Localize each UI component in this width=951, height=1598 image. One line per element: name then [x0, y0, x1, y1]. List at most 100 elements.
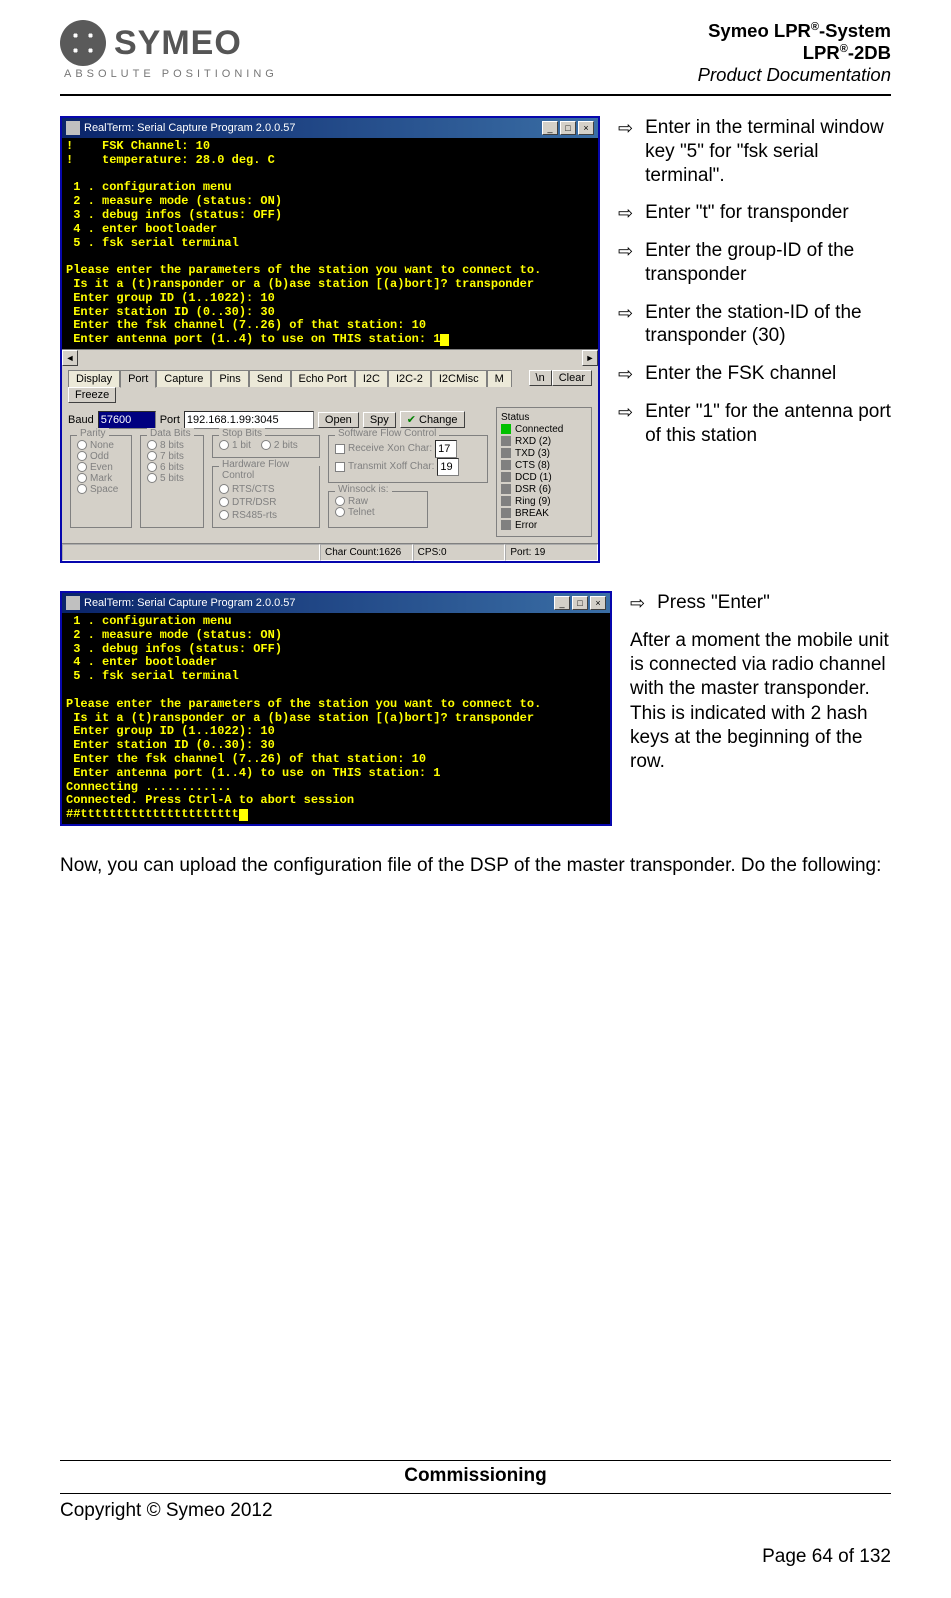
hwflow-option[interactable]: DTR/DSR [219, 497, 276, 508]
tab-echoport[interactable]: Echo Port [291, 370, 355, 387]
close-button[interactable]: × [578, 121, 594, 135]
step-text: Press "Enter" [657, 591, 891, 615]
port-input[interactable] [184, 411, 314, 429]
hdr-r2a: LPR [803, 42, 840, 63]
winsock-option[interactable]: Telnet [335, 507, 421, 518]
status-item: Ring (9) [501, 496, 587, 507]
open-button[interactable]: Open [318, 412, 359, 428]
logo-icon [60, 20, 106, 66]
databits-option[interactable]: 5 bits [147, 473, 197, 484]
stopbits-option[interactable]: 2 bits [261, 440, 298, 451]
sb-port: Port: 19 [505, 544, 598, 561]
step-text: Enter "t" for transponder [645, 201, 891, 225]
status-item: BREAK [501, 508, 587, 519]
instruction-step: ⇨Enter in the terminal window key "5" fo… [618, 116, 891, 187]
xon-input[interactable] [435, 440, 457, 458]
instructions-1: ⇨Enter in the terminal window key "5" fo… [618, 116, 891, 563]
body-paragraph: Now, you can upload the configuration fi… [60, 854, 891, 878]
terminal-output[interactable]: 1 . configuration menu 2 . measure mode … [62, 613, 610, 824]
parity-option[interactable]: Space [77, 484, 125, 495]
databits-option[interactable]: 8 bits [147, 440, 197, 451]
tab-i2cmisc[interactable]: I2CMisc [431, 370, 487, 387]
tab-i2c[interactable]: I2C [355, 370, 388, 387]
logo-text: SYMEO [114, 24, 242, 63]
maximize-button[interactable]: □ [572, 596, 588, 610]
arrow-icon: ⇨ [618, 363, 633, 386]
step-text: Enter in the terminal window key "5" for… [645, 116, 891, 187]
header-doc-title: Symeo LPR®-System LPR®-2DB Product Docum… [698, 20, 891, 86]
instruction-step: ⇨Enter "1" for the antenna port of this … [618, 400, 891, 448]
baud-select[interactable] [98, 411, 156, 429]
parity-option[interactable]: Mark [77, 473, 125, 484]
minimize-button[interactable]: _ [542, 121, 558, 135]
arrow-icon: ⇨ [618, 240, 633, 287]
parity-option[interactable]: None [77, 440, 125, 451]
receive-checkbox[interactable] [335, 444, 345, 454]
winsock-option[interactable]: Raw [335, 496, 421, 507]
parity-legend: Parity [77, 428, 109, 439]
terminal-output[interactable]: ! FSK Channel: 10 ! temperature: 28.0 de… [62, 138, 598, 349]
change-button[interactable]: ✔Change [400, 411, 465, 428]
instruction-step: ⇨ Press "Enter" [630, 591, 891, 615]
scroll-right-icon[interactable]: ► [582, 350, 598, 366]
xoff-input[interactable] [437, 458, 459, 476]
settings-panel: DisplayPortCapturePinsSendEcho PortI2CI2… [62, 365, 598, 543]
realterm-window-1: RealTerm: Serial Capture Program 2.0.0.5… [60, 116, 600, 563]
tab-pins[interactable]: Pins [211, 370, 248, 387]
status-item: TXD (3) [501, 448, 587, 459]
tab-send[interactable]: Send [249, 370, 291, 387]
step-text: Enter "1" for the antenna port of this s… [645, 400, 891, 448]
window-title: RealTerm: Serial Capture Program 2.0.0.5… [84, 122, 296, 134]
tab-m[interactable]: M [487, 370, 512, 387]
status-item: DSR (6) [501, 484, 587, 495]
arrow-icon: ⇨ [630, 592, 645, 615]
transmit-checkbox[interactable] [335, 462, 345, 472]
close-button[interactable]: × [590, 596, 606, 610]
maximize-button[interactable]: □ [560, 121, 576, 135]
sb-cps: CPS:0 [413, 544, 506, 561]
page-footer: Commissioning Copyright © Symeo 2012 Pag… [60, 1460, 891, 1568]
arrow-icon: ⇨ [618, 117, 633, 187]
clear-button[interactable]: Clear [552, 370, 592, 386]
freeze-button[interactable]: Freeze [68, 387, 116, 403]
hdr-r1a: Symeo LPR [708, 20, 811, 41]
databits-option[interactable]: 6 bits [147, 462, 197, 473]
minimize-button[interactable]: _ [554, 596, 570, 610]
instruction-step: ⇨Enter the group-ID of the transponder [618, 239, 891, 287]
databits-legend: Data Bits [147, 428, 194, 439]
hdr-r3: Product Documentation [698, 64, 891, 86]
tab-port[interactable]: Port [120, 370, 156, 388]
footer-page: Page 64 of 132 [60, 1546, 891, 1568]
stopbits-legend: Stop Bits [219, 428, 265, 439]
footer-section: Commissioning [60, 1460, 891, 1487]
status-item: CTS (8) [501, 460, 587, 471]
logo-tagline: ABSOLUTE POSITIONING [64, 68, 278, 80]
window-title: RealTerm: Serial Capture Program 2.0.0.5… [84, 597, 296, 609]
instruction-step: ⇨Enter the station-ID of the transponder… [618, 301, 891, 349]
databits-option[interactable]: 7 bits [147, 451, 197, 462]
titlebar[interactable]: RealTerm: Serial Capture Program 2.0.0.5… [62, 118, 598, 138]
tab-display[interactable]: Display [68, 370, 120, 387]
stopbits-option[interactable]: 1 bit [219, 440, 251, 451]
app-icon [66, 596, 80, 610]
hwflow-option[interactable]: RTS/CTS [219, 484, 275, 495]
winsock-legend: Winsock is: [335, 484, 392, 495]
logo-area: SYMEO ABSOLUTE POSITIONING [60, 20, 278, 80]
scroll-left-icon[interactable]: ◄ [62, 350, 78, 366]
status-item: RXD (2) [501, 436, 587, 447]
statusbar: Char Count:1626 CPS:0 Port: 19 [62, 543, 598, 561]
instruction-step: ⇨Enter the FSK channel [618, 362, 891, 386]
paragraph: After a moment the mobile unit is connec… [630, 629, 891, 775]
h-scrollbar[interactable]: ◄ ► [62, 349, 598, 365]
parity-option[interactable]: Even [77, 462, 125, 473]
titlebar[interactable]: RealTerm: Serial Capture Program 2.0.0.5… [62, 593, 610, 613]
status-item: Error [501, 520, 587, 531]
check-icon: ✔ [407, 413, 416, 426]
parity-option[interactable]: Odd [77, 451, 125, 462]
newline-button[interactable]: \n [529, 370, 552, 386]
hwflow-option[interactable]: RS485-rts [219, 510, 277, 521]
spy-button[interactable]: Spy [363, 412, 396, 428]
tab-i2c2[interactable]: I2C-2 [388, 370, 431, 387]
tab-capture[interactable]: Capture [156, 370, 211, 387]
status-item: Connected [501, 424, 587, 435]
